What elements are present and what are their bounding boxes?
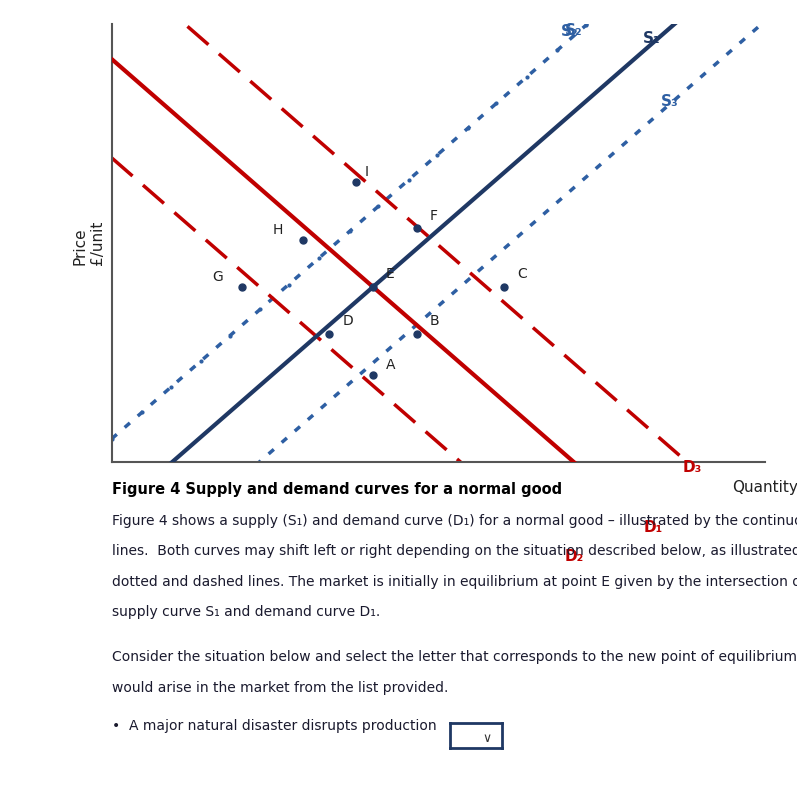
X-axis label: Quantity: Quantity [732, 480, 797, 495]
Text: •  A major natural disaster disrupts production: • A major natural disaster disrupts prod… [112, 719, 436, 733]
Text: D: D [343, 314, 353, 328]
Text: D₂: D₂ [565, 549, 584, 564]
Text: S₂: S₂ [561, 24, 579, 38]
Text: D₁: D₁ [643, 520, 662, 536]
Text: G: G [212, 270, 222, 284]
Text: Figure 4 Supply and demand curves for a normal good: Figure 4 Supply and demand curves for a … [112, 482, 562, 497]
Text: E: E [386, 267, 395, 281]
Text: would arise in the market from the list provided.: would arise in the market from the list … [112, 681, 448, 695]
Text: I: I [364, 165, 368, 179]
Text: S₃: S₃ [661, 94, 678, 109]
Text: ∨: ∨ [482, 732, 491, 744]
Text: H: H [273, 223, 283, 238]
Text: Figure 4 shows a supply (S₁) and demand curve (D₁) for a normal good – illustrat: Figure 4 shows a supply (S₁) and demand … [112, 514, 797, 528]
Text: B: B [430, 314, 439, 328]
Text: dotted and dashed lines. The market is initially in equilibrium at point E given: dotted and dashed lines. The market is i… [112, 575, 797, 589]
Text: Consider the situation below and select the letter that corresponds to the new p: Consider the situation below and select … [112, 650, 797, 665]
Text: C: C [516, 267, 527, 281]
Text: S₂: S₂ [565, 23, 583, 38]
Text: A: A [386, 358, 395, 371]
Y-axis label: Price
£/unit: Price £/unit [73, 221, 104, 265]
Text: lines.  Both curves may shift left or right depending on the situation described: lines. Both curves may shift left or rig… [112, 544, 797, 559]
Text: F: F [430, 209, 438, 222]
Text: supply curve S₁ and demand curve D₁.: supply curve S₁ and demand curve D₁. [112, 605, 380, 619]
Text: S₁: S₁ [643, 30, 661, 45]
Text: D₃: D₃ [682, 460, 701, 474]
